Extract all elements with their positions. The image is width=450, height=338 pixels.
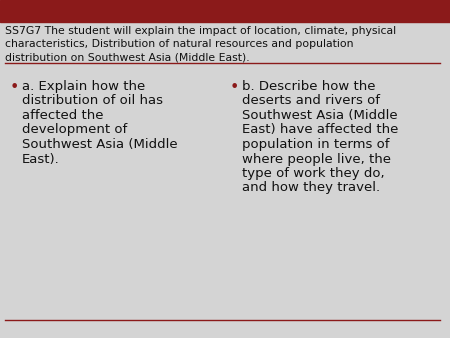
Text: a. Explain how the: a. Explain how the: [22, 80, 145, 93]
Text: distribution on Southwest Asia (Middle East).: distribution on Southwest Asia (Middle E…: [5, 52, 250, 62]
Text: •: •: [10, 80, 19, 95]
Text: distribution of oil has: distribution of oil has: [22, 95, 163, 107]
Text: deserts and rivers of: deserts and rivers of: [242, 95, 380, 107]
Text: development of: development of: [22, 123, 127, 137]
Text: where people live, the: where people live, the: [242, 152, 391, 166]
Text: •: •: [230, 80, 239, 95]
Text: East) have affected the: East) have affected the: [242, 123, 398, 137]
Text: population in terms of: population in terms of: [242, 138, 390, 151]
Text: East).: East).: [22, 152, 60, 166]
Text: type of work they do,: type of work they do,: [242, 167, 385, 180]
Text: Southwest Asia (Middle: Southwest Asia (Middle: [22, 138, 178, 151]
Text: Southwest Asia (Middle: Southwest Asia (Middle: [242, 109, 398, 122]
Text: and how they travel.: and how they travel.: [242, 182, 380, 194]
Bar: [0, 0, 450, 22]
Text: b. Describe how the: b. Describe how the: [242, 80, 375, 93]
Text: affected the: affected the: [22, 109, 104, 122]
Text: characteristics, Distribution of natural resources and population: characteristics, Distribution of natural…: [5, 39, 354, 49]
Text: SS7G7 The student will explain the impact of location, climate, physical: SS7G7 The student will explain the impac…: [5, 26, 396, 36]
